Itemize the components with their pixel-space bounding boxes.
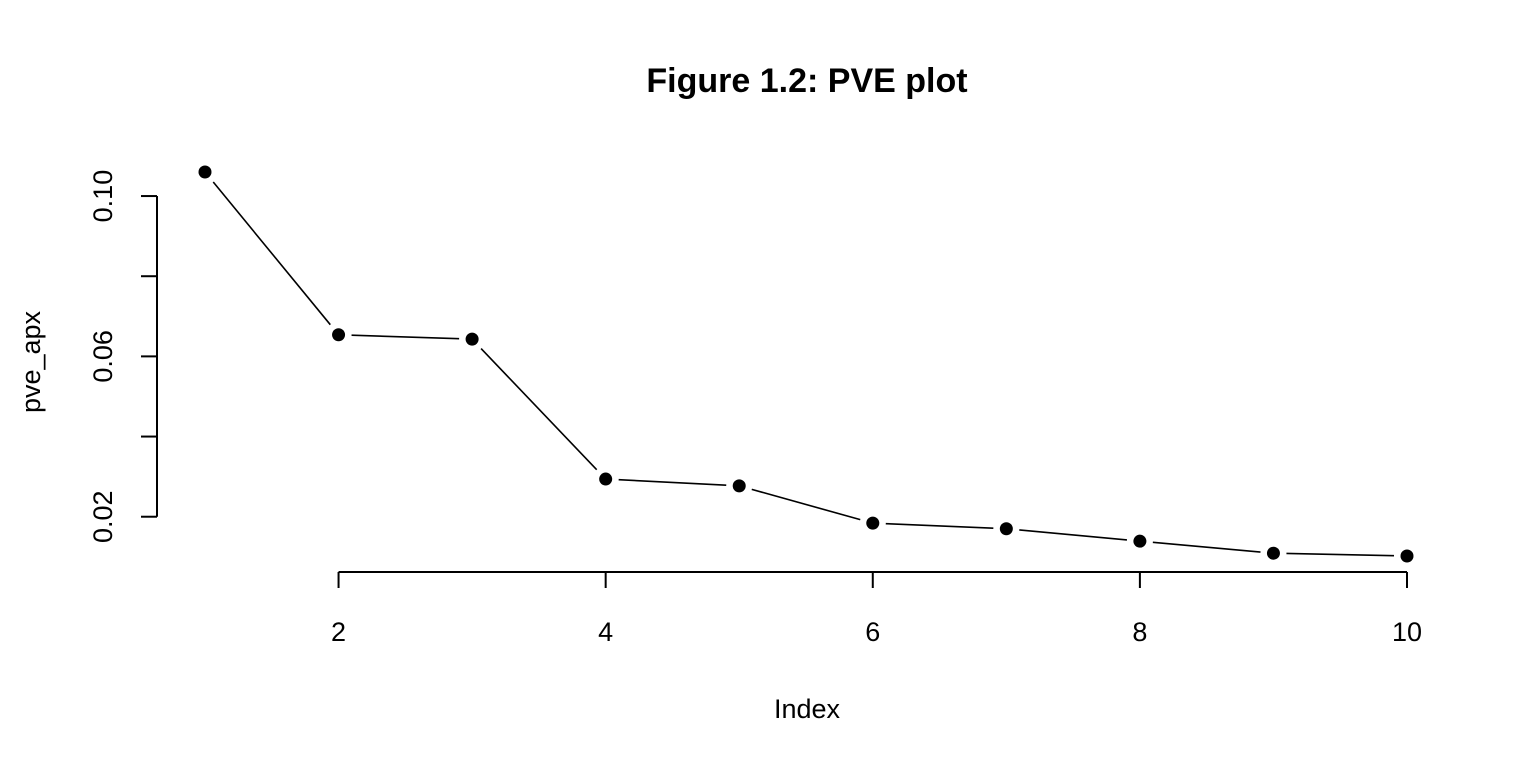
data-point — [999, 522, 1013, 536]
data-line — [212, 181, 1395, 557]
line-segment — [1019, 529, 1128, 541]
data-point — [198, 165, 212, 179]
data-point — [1400, 549, 1414, 563]
data-point — [332, 328, 346, 342]
data-point — [599, 472, 613, 486]
line-segment — [618, 478, 727, 486]
line-segment — [351, 334, 460, 340]
x-tick-label: 6 — [865, 617, 880, 647]
chart-title: Figure 1.2: PVE plot — [646, 62, 967, 100]
data-point — [866, 516, 880, 530]
y-axis-label: pve_apx — [16, 310, 46, 413]
x-tick-label: 10 — [1392, 617, 1422, 647]
y-axis: 0.02 0.06 0.10 — [88, 170, 158, 543]
x-tick-label: 4 — [598, 617, 613, 647]
x-axis: 2 4 6 8 10 — [331, 571, 1422, 647]
line-segment — [480, 347, 598, 471]
data-point — [1266, 546, 1280, 560]
line-segment — [751, 488, 861, 521]
x-tick-label: 8 — [1132, 617, 1147, 647]
line-segment — [1152, 541, 1261, 553]
data-point — [732, 479, 746, 493]
x-tick-label: 2 — [331, 617, 346, 647]
x-axis-label: Index — [774, 694, 841, 724]
y-tick-label: 0.02 — [88, 490, 118, 543]
data-points — [198, 165, 1414, 563]
data-point — [1133, 534, 1147, 548]
line-segment — [1286, 552, 1395, 557]
line-segment — [885, 522, 994, 529]
y-tick-label: 0.06 — [88, 330, 118, 383]
line-segment — [212, 181, 331, 326]
y-tick-label: 0.10 — [88, 170, 118, 223]
data-point — [465, 332, 479, 346]
